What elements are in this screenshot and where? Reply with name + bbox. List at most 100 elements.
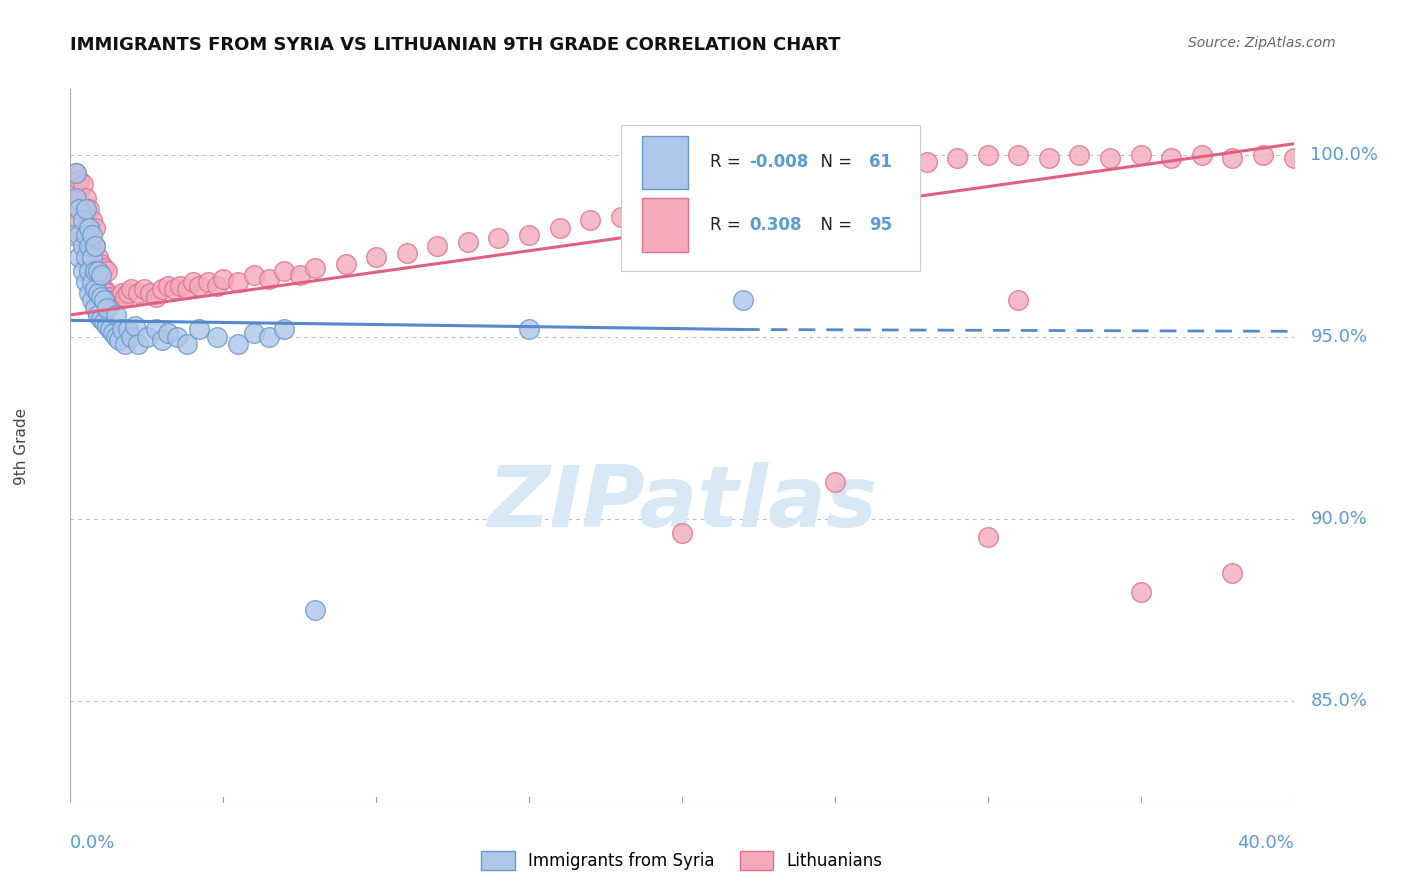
Point [273, 322, 295, 336]
Point [87, 286, 110, 301]
Point [65, 166, 87, 180]
Point [72, 239, 94, 253]
Point [1007, 147, 1029, 161]
Point [197, 275, 219, 289]
Point [83, 239, 105, 253]
Text: N =: N = [810, 216, 858, 234]
Point [135, 330, 157, 344]
Point [98, 322, 121, 336]
Point [80, 257, 103, 271]
Point [83, 282, 105, 296]
Point [702, 191, 724, 205]
Text: 9th Grade: 9th Grade [14, 408, 28, 484]
Text: 95: 95 [869, 216, 893, 234]
Point [157, 326, 180, 340]
Point [80, 239, 103, 253]
Point [105, 308, 128, 322]
Point [228, 275, 250, 289]
Point [114, 290, 136, 304]
Text: R =: R = [710, 153, 747, 171]
Point [93, 293, 115, 308]
Text: 90.0%: 90.0% [1310, 510, 1367, 528]
Point [75, 275, 97, 289]
Point [101, 293, 124, 308]
Point [915, 155, 938, 169]
Point [96, 264, 118, 278]
Point [884, 159, 907, 173]
Point [105, 330, 128, 344]
Point [117, 322, 139, 336]
Point [105, 293, 128, 308]
Point [257, 271, 280, 285]
Point [793, 173, 815, 187]
Point [304, 260, 326, 275]
Point [1220, 152, 1243, 166]
Point [108, 290, 131, 304]
Point [93, 260, 115, 275]
Point [273, 264, 295, 278]
Point [335, 257, 357, 271]
Point [946, 152, 969, 166]
Point [855, 162, 877, 177]
Point [157, 278, 180, 293]
Legend: Immigrants from Syria, Lithuanians: Immigrants from Syria, Lithuanians [475, 844, 889, 877]
Point [77, 220, 100, 235]
Point [121, 330, 143, 344]
Text: 0.0%: 0.0% [70, 834, 115, 852]
Point [187, 278, 209, 293]
Point [1251, 147, 1274, 161]
Point [163, 282, 186, 296]
Point [733, 184, 755, 198]
Point [243, 268, 266, 282]
Text: 95.0%: 95.0% [1310, 327, 1368, 346]
Point [87, 271, 110, 285]
Point [111, 286, 134, 301]
Point [75, 250, 97, 264]
Point [90, 268, 112, 282]
Point [80, 213, 103, 227]
Point [72, 227, 94, 242]
Point [87, 250, 110, 264]
Point [1160, 152, 1182, 166]
Point [212, 271, 235, 285]
Point [517, 227, 540, 242]
Point [62, 184, 84, 198]
Point [65, 191, 87, 205]
Text: 85.0%: 85.0% [1310, 692, 1368, 710]
Point [145, 290, 167, 304]
Point [77, 264, 100, 278]
Point [166, 330, 188, 344]
Point [169, 278, 191, 293]
Point [426, 239, 449, 253]
Point [366, 250, 388, 264]
Point [80, 250, 103, 264]
Point [150, 282, 173, 296]
Point [96, 286, 118, 301]
Text: 100.0%: 100.0% [1310, 145, 1378, 164]
Point [75, 191, 97, 205]
Point [69, 191, 91, 205]
Point [69, 250, 91, 264]
Point [65, 166, 87, 180]
Point [87, 264, 110, 278]
Point [976, 147, 998, 161]
Point [150, 334, 173, 348]
Point [205, 278, 228, 293]
Point [72, 202, 94, 217]
Point [1191, 147, 1213, 161]
Point [579, 213, 602, 227]
Point [114, 337, 136, 351]
Point [65, 202, 87, 217]
Point [187, 322, 209, 336]
Point [75, 227, 97, 242]
Point [77, 286, 100, 301]
Point [176, 282, 198, 296]
Point [69, 173, 91, 187]
Point [69, 227, 91, 242]
Point [98, 290, 121, 304]
Point [517, 322, 540, 336]
Point [304, 603, 326, 617]
Point [671, 526, 693, 541]
Point [1038, 152, 1060, 166]
Point [976, 530, 998, 544]
